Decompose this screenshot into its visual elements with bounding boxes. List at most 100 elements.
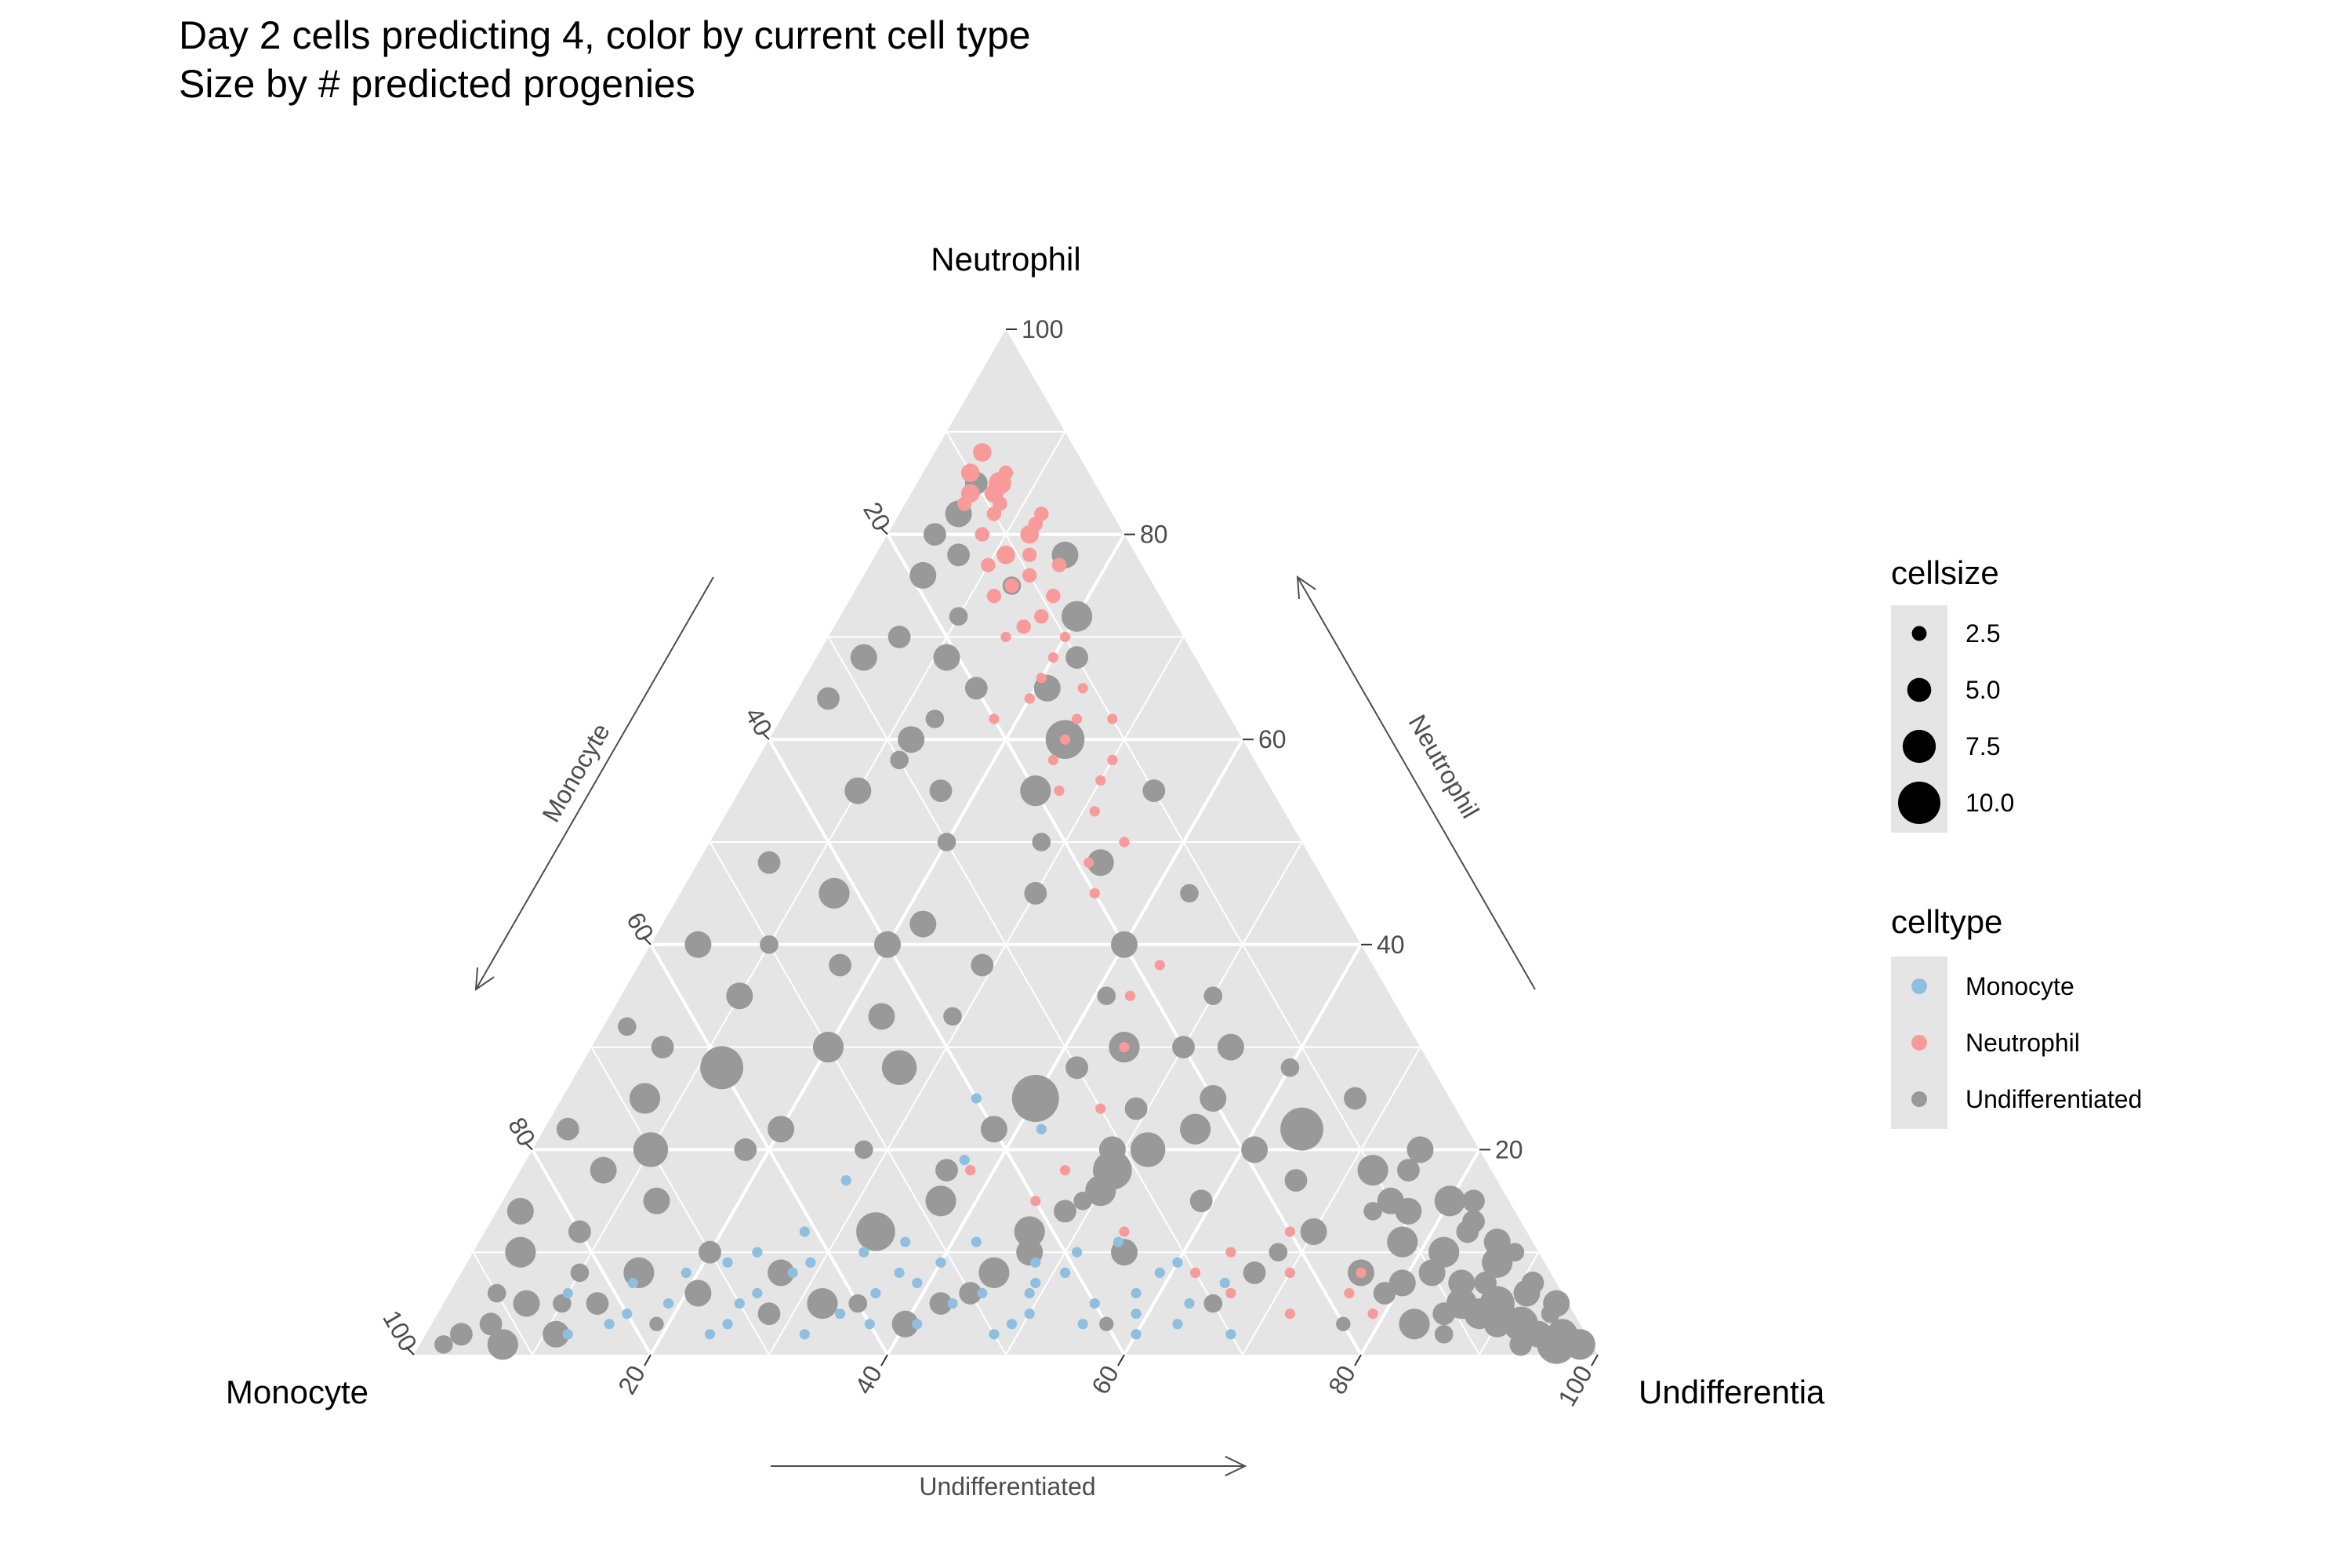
data-point-monocyte: [1154, 1267, 1165, 1278]
data-point-neutrophil: [1344, 1287, 1355, 1299]
data-point-undifferentiated: [434, 1335, 453, 1354]
legend-size-dot: [1902, 729, 1936, 764]
data-point-undifferentiated: [1011, 1075, 1059, 1122]
data-point-monocyte: [1036, 1123, 1047, 1134]
data-point-undifferentiated: [1434, 1185, 1465, 1217]
legend-type-dot: [1911, 1035, 1927, 1051]
data-point-neutrophil: [1022, 568, 1037, 583]
vertex-label-neutrophil: Neutrophil: [931, 241, 1080, 278]
tick-label-neutrophil: 60: [1258, 725, 1287, 753]
legend-size-label: 7.5: [1965, 732, 2000, 760]
data-point-undifferentiated: [891, 1310, 919, 1338]
data-point-neutrophil: [1016, 619, 1031, 634]
data-point-undifferentiated: [1336, 1316, 1351, 1332]
data-point-undifferentiated: [881, 1050, 917, 1086]
data-point-monocyte: [1172, 1257, 1183, 1268]
data-point-undifferentiated: [1172, 1036, 1195, 1058]
data-point-monocyte: [840, 1175, 851, 1186]
tick-mark: [1354, 1354, 1362, 1367]
data-point-monocyte: [1059, 1267, 1071, 1278]
data-point-neutrophil: [957, 496, 972, 511]
data-point-undifferentiated: [684, 1279, 712, 1307]
data-point-undifferentiated: [971, 953, 994, 977]
data-point-undifferentiated: [929, 1292, 953, 1315]
data-point-undifferentiated: [1024, 882, 1047, 905]
data-point-monocyte: [858, 1247, 869, 1258]
data-point-undifferentiated: [568, 1220, 591, 1243]
legend-type-dot: [1911, 978, 1927, 994]
data-point-undifferentiated: [1284, 1169, 1308, 1192]
data-point-neutrophil: [1047, 754, 1058, 766]
tick-mark: [644, 1354, 652, 1367]
data-point-neutrophil: [996, 546, 1015, 564]
gridline: [532, 431, 1066, 1356]
data-point-monocyte: [1172, 1319, 1183, 1330]
data-point-monocyte: [989, 1329, 1000, 1340]
data-point-undifferentiated: [487, 1329, 518, 1360]
tick-label-undifferentiated: 100: [1552, 1361, 1598, 1411]
data-point-neutrophil: [1089, 806, 1100, 817]
data-point-neutrophil: [1077, 683, 1088, 694]
data-point-undifferentiated: [1428, 1236, 1460, 1268]
data-point-undifferentiated: [887, 626, 911, 648]
legend-type-label: Monocyte: [1965, 972, 2074, 1000]
data-point-undifferentiated: [1269, 1243, 1288, 1261]
data-point-undifferentiated: [1054, 1200, 1076, 1223]
data-point-undifferentiated: [1387, 1226, 1418, 1258]
data-point-neutrophil: [1000, 631, 1011, 643]
data-point-undifferentiated: [929, 779, 953, 802]
data-point-neutrophil: [986, 588, 1002, 604]
data-point-neutrophil: [1154, 960, 1165, 971]
tick-label-undifferentiated: 60: [1086, 1361, 1124, 1399]
data-point-monocyte: [663, 1298, 674, 1309]
data-point-neutrophil: [1047, 652, 1058, 663]
tick-mark: [880, 1354, 888, 1367]
data-point-neutrophil: [1284, 1267, 1295, 1278]
data-point-monocyte: [805, 1257, 816, 1268]
data-point-undifferentiated: [1399, 1308, 1430, 1340]
data-point-undifferentiated: [1406, 1136, 1434, 1163]
data-point-neutrophil: [1190, 1267, 1201, 1278]
data-point-undifferentiated: [1462, 1210, 1485, 1233]
data-point-monocyte: [704, 1329, 716, 1340]
data-point-monocyte: [894, 1267, 905, 1278]
legend-size-dot: [1898, 782, 1940, 824]
data-point-undifferentiated: [1241, 1136, 1269, 1163]
data-point-monocyte: [734, 1298, 745, 1309]
data-point-undifferentiated: [850, 644, 877, 671]
data-point-undifferentiated: [1280, 1058, 1300, 1077]
data-point-undifferentiated: [618, 1017, 637, 1036]
data-point-undifferentiated: [1111, 931, 1138, 958]
data-point-undifferentiated: [898, 726, 925, 753]
data-point-neutrophil: [1028, 517, 1044, 532]
data-point-monocyte: [977, 1287, 988, 1299]
data-point-undifferentiated: [726, 982, 753, 1010]
data-point-undifferentiated: [629, 1083, 661, 1114]
data-point-undifferentiated: [450, 1323, 473, 1346]
gridline: [531, 1149, 652, 1356]
data-point-neutrophil: [1034, 609, 1049, 624]
data-point-monocyte: [864, 1319, 875, 1330]
data-point-monocyte: [722, 1257, 733, 1268]
data-point-undifferentiated: [978, 1257, 1010, 1288]
data-point-undifferentiated: [1388, 1269, 1416, 1297]
data-point-monocyte: [1072, 1247, 1083, 1258]
data-point-undifferentiated: [1280, 1107, 1323, 1151]
data-point-undifferentiated: [479, 1312, 503, 1336]
data-point-undifferentiated: [855, 1140, 873, 1160]
legend-type-label: Undifferentiated: [1965, 1085, 2142, 1113]
data-point-undifferentiated: [1432, 1302, 1456, 1326]
data-point-monocyte: [900, 1236, 911, 1247]
data-point-undifferentiated: [1344, 1087, 1367, 1110]
tick-mark: [405, 1346, 415, 1356]
legend-size-label: 10.0: [1965, 789, 2014, 817]
data-point-undifferentiated: [1547, 1319, 1578, 1350]
data-point-undifferentiated: [760, 935, 779, 954]
data-point-monocyte: [1006, 1319, 1018, 1330]
data-point-monocyte: [1077, 1319, 1088, 1330]
data-point-monocyte: [1184, 1298, 1195, 1309]
data-point-undifferentiated: [844, 777, 872, 804]
legend-type-dot: [1911, 1091, 1927, 1107]
data-point-neutrophil: [1107, 713, 1118, 724]
data-point-neutrophil: [993, 496, 1007, 511]
